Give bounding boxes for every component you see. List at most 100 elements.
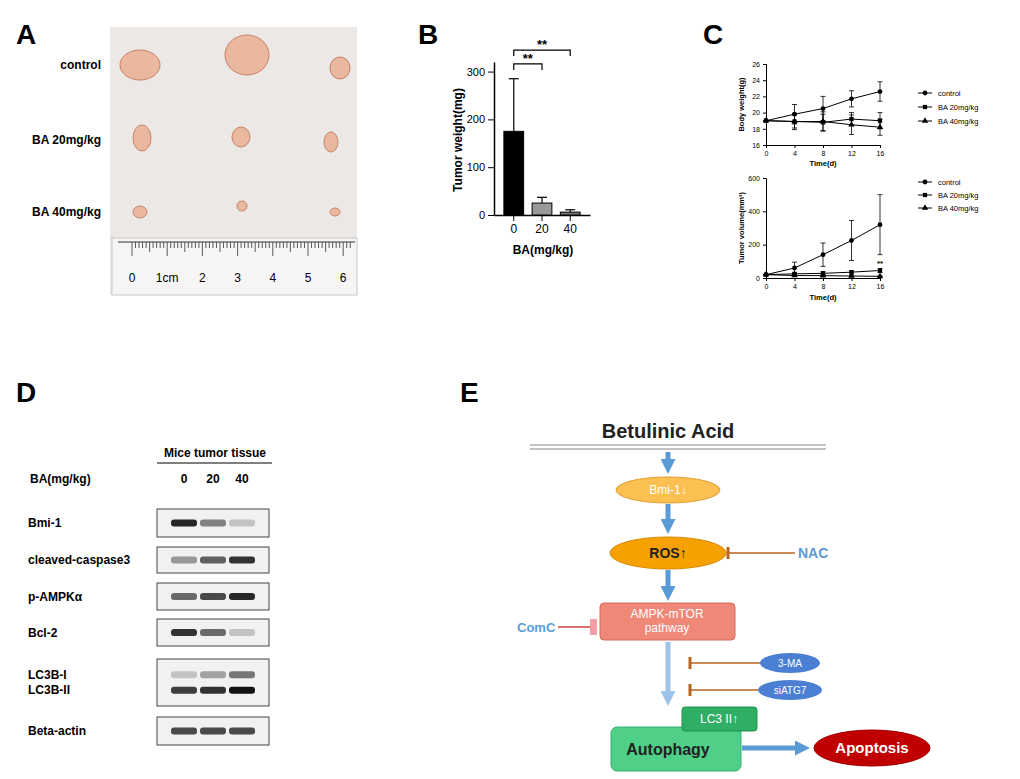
photo-background <box>110 27 357 295</box>
tick-mark <box>823 278 824 281</box>
legend-marker <box>923 105 927 109</box>
lane-label: 0 <box>181 472 188 486</box>
plot-area <box>763 195 883 279</box>
row-label: cleaved-caspase3 <box>28 553 130 567</box>
axis: 0481216 <box>765 145 885 157</box>
row-label: LC3B-I <box>28 668 67 682</box>
axis-line <box>767 279 881 282</box>
tick-label: 0 <box>765 283 769 290</box>
tick-mark <box>488 167 494 168</box>
tick: 100 <box>467 161 494 173</box>
panel-letter: A <box>16 19 36 50</box>
axis-line <box>494 63 496 216</box>
marker <box>763 117 769 123</box>
tick-label: 4 <box>793 283 797 290</box>
legend-label: BA 40mg/kg <box>938 117 978 126</box>
ruler-tick <box>209 242 210 248</box>
ruler-tick <box>230 242 231 248</box>
tick-label: 0 <box>510 222 517 236</box>
tick: 12 <box>848 145 856 157</box>
inhibitor-bar <box>727 547 730 559</box>
ruler-tick <box>332 242 333 248</box>
chart-line-2: 02004006000481216controlBA 20mg/kgBA 40m… <box>737 175 978 302</box>
ruler-tick <box>297 242 298 248</box>
error-line <box>513 79 514 132</box>
tick: 16 <box>877 145 885 157</box>
tick-label: 400 <box>748 208 760 215</box>
photo-panel: 01cm23456 <box>110 27 357 295</box>
band <box>200 593 226 600</box>
error-cap <box>878 112 883 113</box>
ruler-tick <box>350 242 351 248</box>
ruler-label: 4 <box>269 271 276 285</box>
node-label-line: AMPK-mTOR <box>630 607 703 621</box>
tick-mark <box>852 278 853 281</box>
node-label: ROS↑ <box>649 545 686 561</box>
error-cap <box>849 90 854 91</box>
error-cap <box>792 262 797 263</box>
chart-tumor-weight: 010020030002040****Tumor weight(mg)BA(mg… <box>451 37 591 257</box>
figure: ABCDE01cm23456controlBA 20mg/kgBA 40mg/k… <box>0 0 1020 779</box>
blot-panel: Mice tumor tissueBA(mg/kg)02040Bmi-1clea… <box>28 446 272 745</box>
ruler-tick <box>258 242 259 248</box>
legend-entry: BA 40mg/kg <box>918 204 978 213</box>
inhibitor-node <box>758 680 822 700</box>
blot-frame <box>157 619 269 646</box>
inhibitor-bar <box>689 684 692 696</box>
ruler-tick <box>276 242 277 248</box>
ruler-tick <box>339 242 340 248</box>
ruler-tick <box>283 242 284 248</box>
legend-entry: control <box>918 178 961 187</box>
row-label: BA 40mg/kg <box>32 205 101 219</box>
legend-label: BA 20mg/kg <box>938 191 978 200</box>
bar <box>560 212 580 215</box>
axis-title: Time(d) <box>810 159 837 168</box>
panel-letter: E <box>460 377 479 408</box>
error-bar <box>849 91 854 107</box>
tick-label: 0 <box>479 209 485 221</box>
row-label: LC3B-II <box>28 683 70 697</box>
ruler-tick <box>255 242 256 252</box>
marker <box>849 238 854 243</box>
tumor <box>330 57 350 79</box>
title-underline <box>157 462 272 463</box>
ruler-tick <box>325 242 326 252</box>
ruler-tick <box>223 242 224 248</box>
marker <box>849 96 854 101</box>
ruler-tick <box>269 242 270 248</box>
tumor <box>133 125 151 151</box>
ruler-tick <box>181 242 182 248</box>
ruler-label: 5 <box>305 271 312 285</box>
tick-label: 12 <box>848 150 856 157</box>
ruler-tick <box>216 242 217 248</box>
axis: 02040 <box>495 215 591 236</box>
tick-label: 26 <box>752 61 760 68</box>
axis: 161820222426 <box>752 61 766 149</box>
plot-area <box>763 82 883 135</box>
ruler-line <box>118 242 355 243</box>
tick-mark <box>763 211 766 212</box>
tick: 16 <box>752 142 766 149</box>
tick: 20 <box>752 109 766 116</box>
legend-label: control <box>938 178 961 187</box>
error-cap <box>565 209 575 210</box>
error-cap <box>849 134 854 135</box>
ruler-label: 1cm <box>156 271 179 285</box>
error-cap <box>792 113 797 114</box>
error-cap <box>878 101 883 102</box>
error-cap <box>878 119 883 120</box>
arrow <box>666 504 671 528</box>
tick-label: 200 <box>748 241 760 248</box>
error-bar <box>821 112 826 131</box>
marker <box>848 272 854 278</box>
blot-title: Mice tumor tissue <box>164 446 266 460</box>
error-cap <box>821 96 826 97</box>
ruler-label: 2 <box>199 271 206 285</box>
tick-mark <box>763 96 766 97</box>
tick-label: 16 <box>752 142 760 149</box>
error-cap <box>509 78 519 79</box>
ruler-label: 6 <box>340 271 347 285</box>
membrane-line <box>530 445 826 446</box>
tick-mark <box>570 215 571 221</box>
ruler-tick <box>195 242 196 248</box>
